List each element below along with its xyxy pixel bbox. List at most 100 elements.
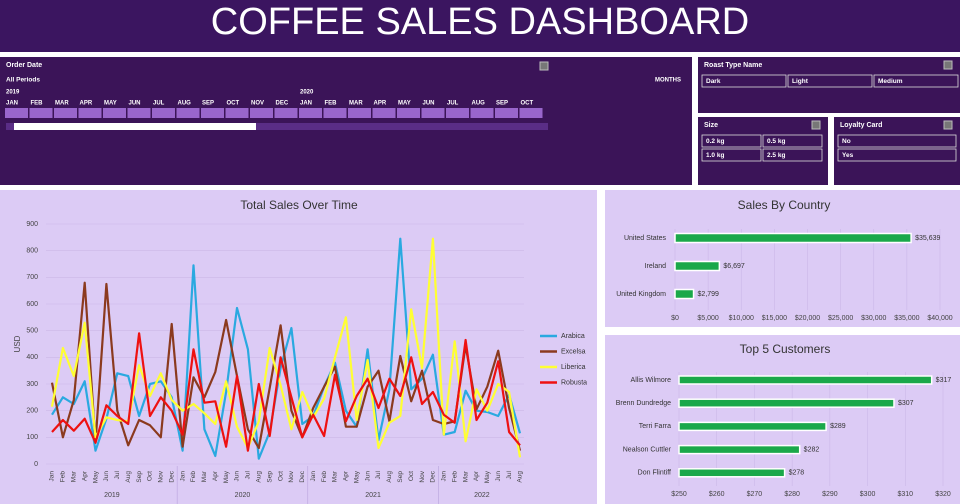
- year-label: 2020: [300, 90, 314, 96]
- category-label: Nealson Cuttler: [623, 446, 672, 453]
- legend-label[interactable]: Liberica: [561, 364, 586, 371]
- x-tick-label: $5,000: [697, 315, 719, 322]
- x-tick-label: $260: [709, 491, 725, 498]
- slicer-title: Roast Type Name: [704, 62, 762, 69]
- x-tick-label: Oct: [408, 471, 415, 481]
- x-tick-label: Nov: [158, 470, 165, 482]
- y-tick-label: 800: [26, 248, 38, 255]
- year-label: 2021: [365, 492, 381, 499]
- month-cell[interactable]: [5, 108, 28, 118]
- month-cell[interactable]: [519, 108, 543, 118]
- month-cell[interactable]: [127, 108, 151, 118]
- month-label: JUL: [447, 101, 459, 107]
- legend-label[interactable]: Excelsa: [561, 348, 586, 355]
- month-label: APR: [80, 101, 93, 107]
- x-tick-label: $30,000: [861, 315, 886, 322]
- category-label: Ireland: [645, 263, 667, 270]
- month-label: MAR: [55, 101, 69, 107]
- slicer-item[interactable]: [837, 148, 957, 162]
- month-cell[interactable]: [201, 108, 224, 118]
- month-label: DEC: [276, 101, 289, 107]
- order-date-panel: [0, 57, 692, 185]
- month-cell[interactable]: [103, 108, 126, 118]
- x-tick-label: May: [353, 470, 360, 483]
- month-cell[interactable]: [152, 108, 175, 118]
- month-label: AUG: [472, 101, 486, 107]
- slicer-item[interactable]: [701, 74, 787, 88]
- month-cell[interactable]: [446, 108, 469, 118]
- x-tick-label: Aug: [125, 471, 132, 483]
- month-cell[interactable]: [274, 108, 298, 118]
- slicer-item[interactable]: [701, 134, 762, 148]
- value-label: $35,639: [915, 235, 940, 242]
- month-label: MAY: [398, 101, 411, 107]
- month-cell[interactable]: [29, 108, 53, 118]
- month-cell[interactable]: [78, 108, 102, 118]
- slicer-item[interactable]: [701, 148, 762, 162]
- slicer-item[interactable]: [762, 134, 823, 148]
- month-label: SEP: [202, 101, 214, 107]
- x-tick-label: Jul: [114, 470, 121, 479]
- month-cell[interactable]: [299, 108, 322, 118]
- month-cell[interactable]: [372, 108, 396, 118]
- x-tick-label: Jul: [506, 470, 513, 479]
- value-label: $289: [830, 423, 846, 430]
- slicer-item-label: Yes: [842, 152, 854, 159]
- month-cell[interactable]: [348, 108, 371, 118]
- slicer-item-label: Medium: [878, 78, 903, 85]
- month-label: MAR: [349, 101, 363, 107]
- y-tick-label: 400: [26, 354, 38, 361]
- slicer-icon[interactable]: [811, 120, 821, 130]
- y-tick-label: 900: [26, 221, 38, 228]
- month-label: JUL: [153, 101, 165, 107]
- month-cell[interactable]: [323, 108, 347, 118]
- slicer-item[interactable]: [837, 134, 957, 148]
- y-tick-label: 300: [26, 381, 38, 388]
- country-panel: [605, 190, 960, 327]
- x-tick-label: Apr: [212, 470, 219, 481]
- x-tick-label: $290: [822, 491, 838, 498]
- slicer-item[interactable]: [762, 148, 823, 162]
- slicer-item[interactable]: [787, 74, 873, 88]
- month-cell[interactable]: [225, 108, 249, 118]
- month-label: JAN: [6, 101, 18, 107]
- slicer-icon[interactable]: [943, 60, 953, 70]
- month-cell[interactable]: [470, 108, 494, 118]
- legend-label[interactable]: Arabica: [561, 333, 585, 340]
- x-tick-label: $15,000: [762, 315, 787, 322]
- category-label: Allis Wilmore: [631, 377, 672, 384]
- bar: [678, 375, 933, 385]
- year-label: 2019: [6, 90, 20, 96]
- x-tick-label: $40,000: [927, 315, 952, 322]
- line-chart-panel: [0, 190, 597, 504]
- x-tick-label: Nov: [419, 470, 426, 482]
- month-cell[interactable]: [421, 108, 445, 118]
- month-cell[interactable]: [54, 108, 77, 118]
- month-label: SEP: [496, 101, 508, 107]
- year-label: 2019: [104, 492, 120, 499]
- x-tick-label: Jan: [310, 471, 317, 482]
- x-tick-label: $270: [747, 491, 763, 498]
- month-cell[interactable]: [176, 108, 200, 118]
- x-tick-label: Mar: [462, 470, 469, 482]
- bar: [678, 421, 827, 432]
- y-tick-label: 500: [26, 328, 38, 335]
- time-level[interactable]: MONTHS: [655, 78, 681, 84]
- slicer-icon[interactable]: [539, 61, 549, 71]
- month-cell[interactable]: [397, 108, 420, 118]
- x-tick-label: $25,000: [828, 315, 853, 322]
- month-cell[interactable]: [250, 108, 273, 118]
- x-tick-label: $10,000: [729, 315, 754, 322]
- slicer-item[interactable]: [873, 74, 959, 88]
- x-tick-label: Feb: [321, 471, 328, 483]
- x-tick-label: Aug: [517, 471, 524, 483]
- title-bar: [0, 0, 960, 52]
- x-tick-label: Jan: [441, 471, 448, 482]
- legend-label[interactable]: Robusta: [561, 379, 587, 386]
- x-tick-label: Jun: [364, 471, 371, 482]
- slicer-icon[interactable]: [943, 120, 953, 130]
- category-label: Don Flintiff: [638, 470, 671, 477]
- timeline-scroll-thumb[interactable]: [14, 123, 256, 130]
- month-cell[interactable]: [495, 108, 518, 118]
